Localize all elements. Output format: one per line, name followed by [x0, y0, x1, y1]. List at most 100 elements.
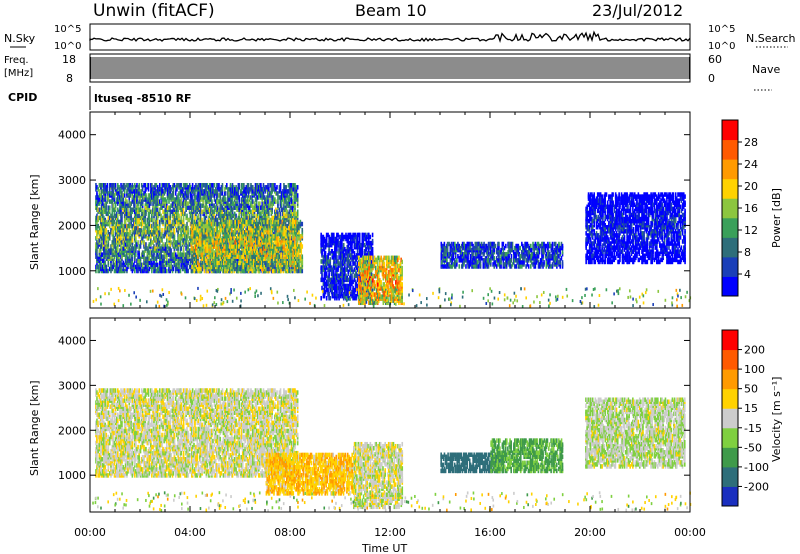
- echo-mark: [184, 211, 186, 217]
- echo-mark: [242, 248, 245, 253]
- site-title: Unwin (fitACF): [93, 1, 215, 21]
- echo-mark: [121, 262, 123, 268]
- echo-mark: [172, 207, 175, 213]
- echo-mark: [215, 232, 217, 237]
- echo-mark: [160, 203, 162, 208]
- echo-mark: [276, 185, 278, 190]
- echo-mark: [122, 193, 125, 198]
- echo-mark: [148, 266, 151, 272]
- nsearch-tick-bottom: 10^0: [708, 41, 735, 52]
- echo-mark: [285, 185, 288, 190]
- echo-mark: [170, 240, 172, 245]
- echo-mark: [166, 238, 168, 243]
- echo-mark: [272, 183, 275, 188]
- echo-mark: [171, 213, 174, 219]
- echo-mark: [148, 219, 151, 225]
- echo-mark: [154, 207, 156, 213]
- echo-mark: [238, 203, 241, 208]
- echo-mark: [151, 262, 153, 268]
- echo-mark: [137, 262, 139, 268]
- echo-mark: [168, 199, 170, 204]
- echo-mark: [146, 262, 149, 268]
- echo-mark: [221, 191, 224, 196]
- nsearch-label: N.Search: [746, 32, 796, 45]
- echo-mark: [155, 215, 158, 221]
- echo-mark: [242, 223, 245, 229]
- echo-mark: [114, 201, 117, 206]
- echo-mark: [234, 227, 237, 233]
- echo-mark: [151, 209, 153, 215]
- echo-mark: [157, 211, 160, 217]
- echo-mark: [113, 236, 116, 241]
- echo-mark: [143, 183, 145, 188]
- echo-mark: [126, 215, 128, 221]
- echo-mark: [176, 254, 178, 259]
- echo-mark: [170, 264, 172, 270]
- echo-mark: [120, 187, 122, 192]
- power-scatter: [92, 183, 692, 309]
- echo-mark: [104, 254, 107, 259]
- echo-mark: [121, 246, 123, 251]
- echo-mark: [193, 209, 195, 215]
- echo-mark: [169, 185, 172, 190]
- echo-mark: [216, 189, 219, 194]
- echo-mark: [123, 183, 126, 188]
- echo-mark: [121, 191, 123, 196]
- echo-mark: [243, 183, 245, 188]
- echo-mark: [275, 199, 277, 204]
- echo-mark: [127, 193, 129, 198]
- echo-mark: [173, 215, 176, 221]
- echo-mark: [196, 215, 199, 221]
- echo-mark: [197, 191, 200, 196]
- echo-mark: [220, 264, 223, 270]
- echo-mark: [155, 254, 158, 259]
- echo-mark: [162, 234, 164, 239]
- echo-mark: [148, 242, 151, 247]
- echo-mark: [296, 193, 299, 198]
- echo-mark: [134, 197, 136, 202]
- echo-mark: [199, 250, 201, 255]
- echo-mark: [153, 221, 155, 227]
- echo-mark: [120, 191, 122, 196]
- echo-mark: [105, 236, 108, 241]
- echo-mark: [116, 227, 119, 233]
- echo-mark: [112, 219, 115, 225]
- echo-mark: [95, 223, 97, 229]
- echo-mark: [168, 258, 170, 264]
- echo-mark: [130, 207, 133, 213]
- echo-mark: [230, 232, 233, 237]
- echo-mark: [230, 227, 233, 233]
- echo-mark: [119, 203, 121, 208]
- echo-mark: [133, 217, 135, 223]
- echo-mark: [120, 223, 122, 229]
- echo-mark: [191, 203, 193, 208]
- echo-mark: [105, 248, 108, 253]
- echo-mark: [99, 266, 102, 272]
- echo-mark: [99, 193, 102, 198]
- echo-mark: [110, 183, 112, 188]
- echo-mark: [181, 252, 184, 257]
- echo-mark: [137, 217, 139, 223]
- echo-mark: [294, 203, 296, 208]
- echo-mark: [180, 262, 182, 268]
- echo-mark: [238, 211, 241, 217]
- echo-mark: [124, 258, 127, 264]
- echo-mark: [123, 223, 126, 229]
- echo-mark: [151, 232, 153, 237]
- echo-mark: [184, 234, 186, 239]
- echo-mark: [103, 246, 105, 251]
- echo-mark: [230, 264, 233, 270]
- echo-mark: [173, 227, 176, 233]
- echo-mark: [141, 268, 144, 274]
- echo-mark: [156, 211, 159, 217]
- echo-mark: [120, 244, 122, 249]
- echo-mark: [158, 207, 161, 213]
- echo-mark: [141, 250, 144, 255]
- echo-mark: [222, 217, 225, 223]
- echo-mark: [181, 219, 184, 225]
- echo-mark: [103, 258, 105, 264]
- echo-mark: [137, 201, 139, 206]
- echo-mark: [195, 195, 197, 200]
- echo-mark: [141, 207, 144, 213]
- echo-mark: [118, 252, 120, 257]
